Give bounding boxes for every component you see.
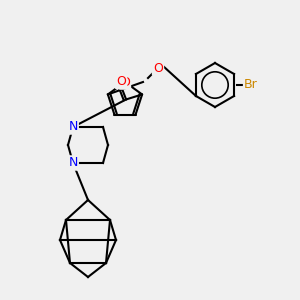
Text: Br: Br: [244, 79, 258, 92]
Text: O: O: [116, 75, 126, 88]
Text: O: O: [120, 76, 130, 88]
Text: N: N: [68, 157, 78, 169]
Text: O: O: [153, 61, 163, 74]
Text: N: N: [68, 121, 78, 134]
